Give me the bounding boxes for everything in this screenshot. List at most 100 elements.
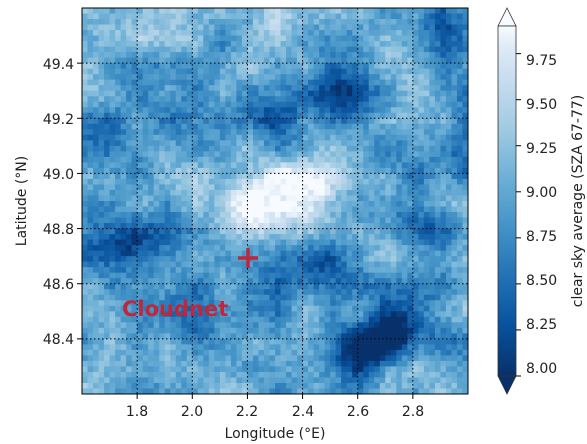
heatmap-cell	[335, 245, 342, 252]
heatmap-cell	[230, 85, 237, 92]
heatmap-cell	[341, 371, 348, 379]
heatmap-cell	[208, 217, 215, 224]
heatmap-cell	[319, 167, 326, 175]
heatmap-cell	[319, 333, 326, 340]
heatmap-cell	[357, 344, 364, 351]
heatmap-cell	[335, 278, 342, 285]
heatmap-cell	[346, 35, 353, 42]
heatmap-cell	[192, 118, 199, 125]
heatmap-cell	[451, 366, 458, 373]
heatmap-cell	[286, 311, 293, 318]
heatmap-cell	[214, 239, 221, 246]
heatmap-cell	[418, 101, 425, 108]
heatmap-cell	[313, 162, 320, 169]
heatmap-cell	[297, 338, 304, 345]
heatmap-cell	[407, 245, 414, 252]
heatmap-cell	[280, 234, 287, 241]
heatmap-cell	[164, 167, 171, 175]
heatmap-cell	[197, 173, 204, 180]
heatmap-cell	[308, 85, 315, 92]
heatmap-cell	[82, 256, 89, 263]
heatmap-cell	[186, 261, 193, 268]
heatmap-cell	[445, 19, 453, 26]
heatmap-cell	[451, 344, 458, 351]
heatmap-cell	[346, 267, 353, 274]
heatmap-cell	[164, 151, 171, 158]
heatmap-cell	[368, 178, 375, 186]
heatmap-cell	[170, 234, 177, 241]
heatmap-cell	[291, 173, 298, 180]
heatmap-cell	[297, 140, 304, 147]
heatmap-cell	[401, 289, 408, 296]
y-tick-label: 48.6	[43, 277, 74, 293]
heatmap-cell	[120, 140, 127, 147]
heatmap-cell	[423, 162, 430, 169]
heatmap-cell	[164, 294, 171, 301]
heatmap-cell	[247, 195, 254, 202]
heatmap-cell	[197, 311, 204, 318]
heatmap-cell	[385, 223, 392, 230]
heatmap-cell	[87, 382, 94, 390]
heatmap-cell	[186, 228, 193, 235]
heatmap-cell	[126, 46, 133, 53]
heatmap-cell	[291, 322, 298, 329]
heatmap-cell	[324, 189, 331, 197]
heatmap-cell	[418, 118, 425, 125]
heatmap-cell	[313, 195, 320, 202]
heatmap-cell	[87, 333, 94, 340]
heatmap-cell	[137, 145, 144, 152]
heatmap-cell	[418, 217, 425, 224]
heatmap-cell	[236, 234, 243, 241]
heatmap-cell	[203, 322, 210, 329]
heatmap-cell	[313, 189, 320, 197]
heatmap-cell	[302, 377, 309, 384]
heatmap-cell	[302, 333, 309, 340]
heatmap-cell	[142, 13, 149, 20]
heatmap-cell	[291, 140, 298, 147]
heatmap-cell	[197, 201, 204, 208]
heatmap-cell	[385, 267, 392, 274]
heatmap-cell	[236, 305, 243, 312]
heatmap-cell	[286, 74, 293, 81]
heatmap-cell	[363, 239, 370, 246]
heatmap-cell	[203, 316, 210, 323]
heatmap-cell	[109, 322, 116, 329]
heatmap-cell	[302, 46, 309, 53]
heatmap-cell	[390, 13, 397, 20]
heatmap-cell	[252, 377, 260, 384]
heatmap-cell	[197, 289, 204, 296]
heatmap-cell	[379, 327, 386, 334]
heatmap-cell	[263, 13, 271, 20]
heatmap-cell	[352, 184, 359, 191]
heatmap-cell	[451, 8, 458, 15]
heatmap-cell	[252, 112, 260, 119]
heatmap-cell	[368, 245, 375, 252]
heatmap-cell	[280, 355, 287, 362]
heatmap-cell	[269, 35, 276, 42]
heatmap-cell	[104, 377, 111, 384]
heatmap-cell	[115, 371, 122, 379]
heatmap-cell	[275, 272, 282, 279]
heatmap-cell	[269, 79, 276, 86]
heatmap-cell	[192, 327, 199, 334]
heatmap-cell	[374, 129, 381, 136]
heatmap-cell	[197, 52, 204, 59]
heatmap-cell	[346, 167, 353, 175]
heatmap-cell	[401, 360, 408, 368]
heatmap-cell	[385, 8, 392, 15]
heatmap-cell	[357, 129, 364, 136]
heatmap-cell	[219, 382, 226, 390]
heatmap-cell	[374, 156, 381, 163]
heatmap-cell	[412, 30, 419, 37]
heatmap-cell	[252, 234, 260, 241]
heatmap-cell	[109, 13, 116, 20]
heatmap-cell	[241, 68, 249, 75]
heatmap-cell	[462, 24, 468, 31]
heatmap-cell	[192, 366, 199, 373]
heatmap-cell	[374, 167, 381, 175]
heatmap-cell	[142, 360, 149, 368]
heatmap-cell	[434, 79, 442, 86]
heatmap-cell	[385, 250, 392, 257]
heatmap-cell	[192, 267, 199, 274]
heatmap-cell	[175, 311, 182, 318]
